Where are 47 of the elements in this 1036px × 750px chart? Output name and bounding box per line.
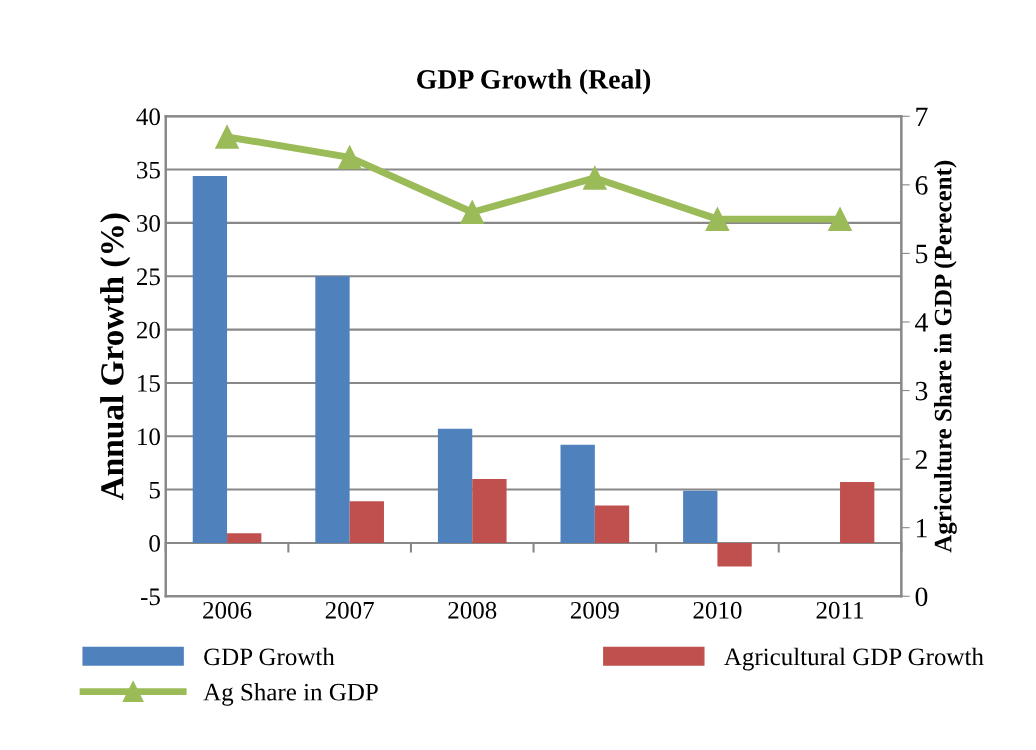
bar	[683, 490, 718, 543]
y2-axis-title: Agriculture Share in GDP (Perecent)	[933, 160, 957, 553]
bar	[227, 533, 262, 543]
y-tick-label: 35	[137, 161, 160, 179]
point	[583, 166, 607, 190]
y2-tick-label: 6	[915, 176, 928, 195]
bar	[192, 175, 228, 543]
y-tick-label: 10	[138, 428, 160, 446]
bar	[717, 542, 752, 567]
point	[828, 207, 852, 231]
y2-tick-label: 2	[915, 450, 927, 469]
bar	[437, 428, 473, 543]
y2-tick-label: 7	[916, 107, 928, 126]
bar	[560, 444, 595, 543]
y-tick-label: -5	[141, 588, 160, 606]
y-tick-label: 40	[136, 108, 160, 126]
legend-label: Ag Share in GDP	[203, 683, 378, 706]
point	[215, 125, 239, 149]
bar	[472, 478, 507, 543]
y-tick-label: 30	[137, 214, 160, 232]
y-tick-label: 25	[137, 268, 160, 286]
y2-tick-label: 0	[915, 587, 928, 607]
point	[460, 200, 485, 225]
x-tick-label: 2009	[570, 601, 619, 619]
x-tick-label: 2011	[816, 601, 864, 619]
y-tick-label: 20	[137, 321, 160, 339]
x-tick-label: 2007	[325, 601, 374, 619]
x-tick-label: 2010	[693, 601, 742, 619]
bar	[840, 482, 875, 543]
bar	[315, 276, 350, 543]
y2-tick-label: 3	[915, 381, 928, 401]
x-tick-label: 2008	[448, 601, 497, 619]
point	[705, 207, 730, 231]
point	[337, 145, 362, 170]
chart-title: GDP Growth (Real)	[417, 69, 651, 95]
y-tick-label: 15	[138, 375, 160, 392]
legend-label: Agricultural GDP Growth	[724, 647, 984, 671]
legend-label: GDP Growth	[204, 647, 335, 666]
y2-tick-label: 4	[915, 313, 928, 332]
y2-tick-label: 5	[916, 244, 928, 264]
x-tick-label: 2006	[203, 601, 252, 619]
bar	[594, 505, 630, 543]
y-axis-title: Annual Growth (%)	[100, 213, 131, 501]
bar	[349, 501, 384, 543]
y-tick-label: 0	[149, 534, 160, 552]
y2-tick-label: 1	[916, 518, 927, 538]
y-tick-label: 5	[149, 481, 160, 499]
